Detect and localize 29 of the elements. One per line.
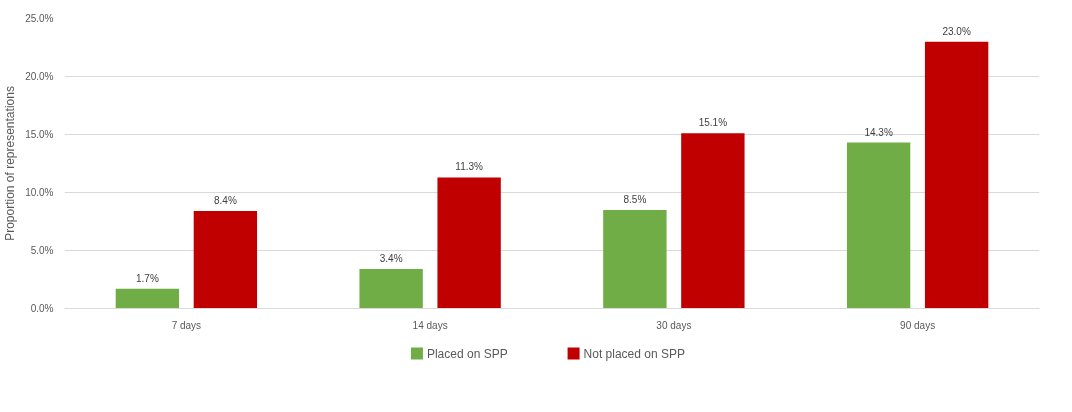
x-tick-label: 7 days [171, 319, 202, 331]
bar [681, 133, 745, 309]
data-label: 14.3% [864, 126, 893, 138]
bar [846, 142, 911, 309]
y-tick-label: 5.0% [30, 245, 54, 256]
bar [924, 41, 989, 309]
data-label: 1.7% [135, 272, 159, 284]
y-tick-label: 20.0% [25, 71, 54, 82]
x-tick-label: 90 days [900, 319, 936, 331]
y-tick-label: 25.0% [25, 13, 54, 24]
data-label: 15.1% [698, 117, 728, 129]
data-label: 23.0% [942, 25, 971, 37]
y-tick-label: 15.0% [25, 129, 54, 140]
data-label: 8.4% [213, 195, 237, 207]
bar [359, 269, 423, 309]
x-tick-label: 14 days [412, 319, 448, 331]
y-tick-label: 0.0% [30, 303, 54, 314]
data-label: 8.5% [623, 193, 647, 205]
bar [603, 209, 667, 309]
bar [193, 211, 258, 309]
bar [115, 288, 180, 309]
y-axis-title: Proportion of representations [3, 86, 18, 241]
y-tick-label: 10.0% [25, 187, 54, 198]
data-label: 11.3% [455, 161, 484, 173]
legend-label: Not placed on SPP [583, 346, 685, 361]
x-tick-label: 30 days [656, 319, 692, 331]
bar [437, 177, 501, 309]
data-label: 3.4% [379, 253, 403, 265]
legend-label: Placed on SPP [426, 346, 508, 361]
